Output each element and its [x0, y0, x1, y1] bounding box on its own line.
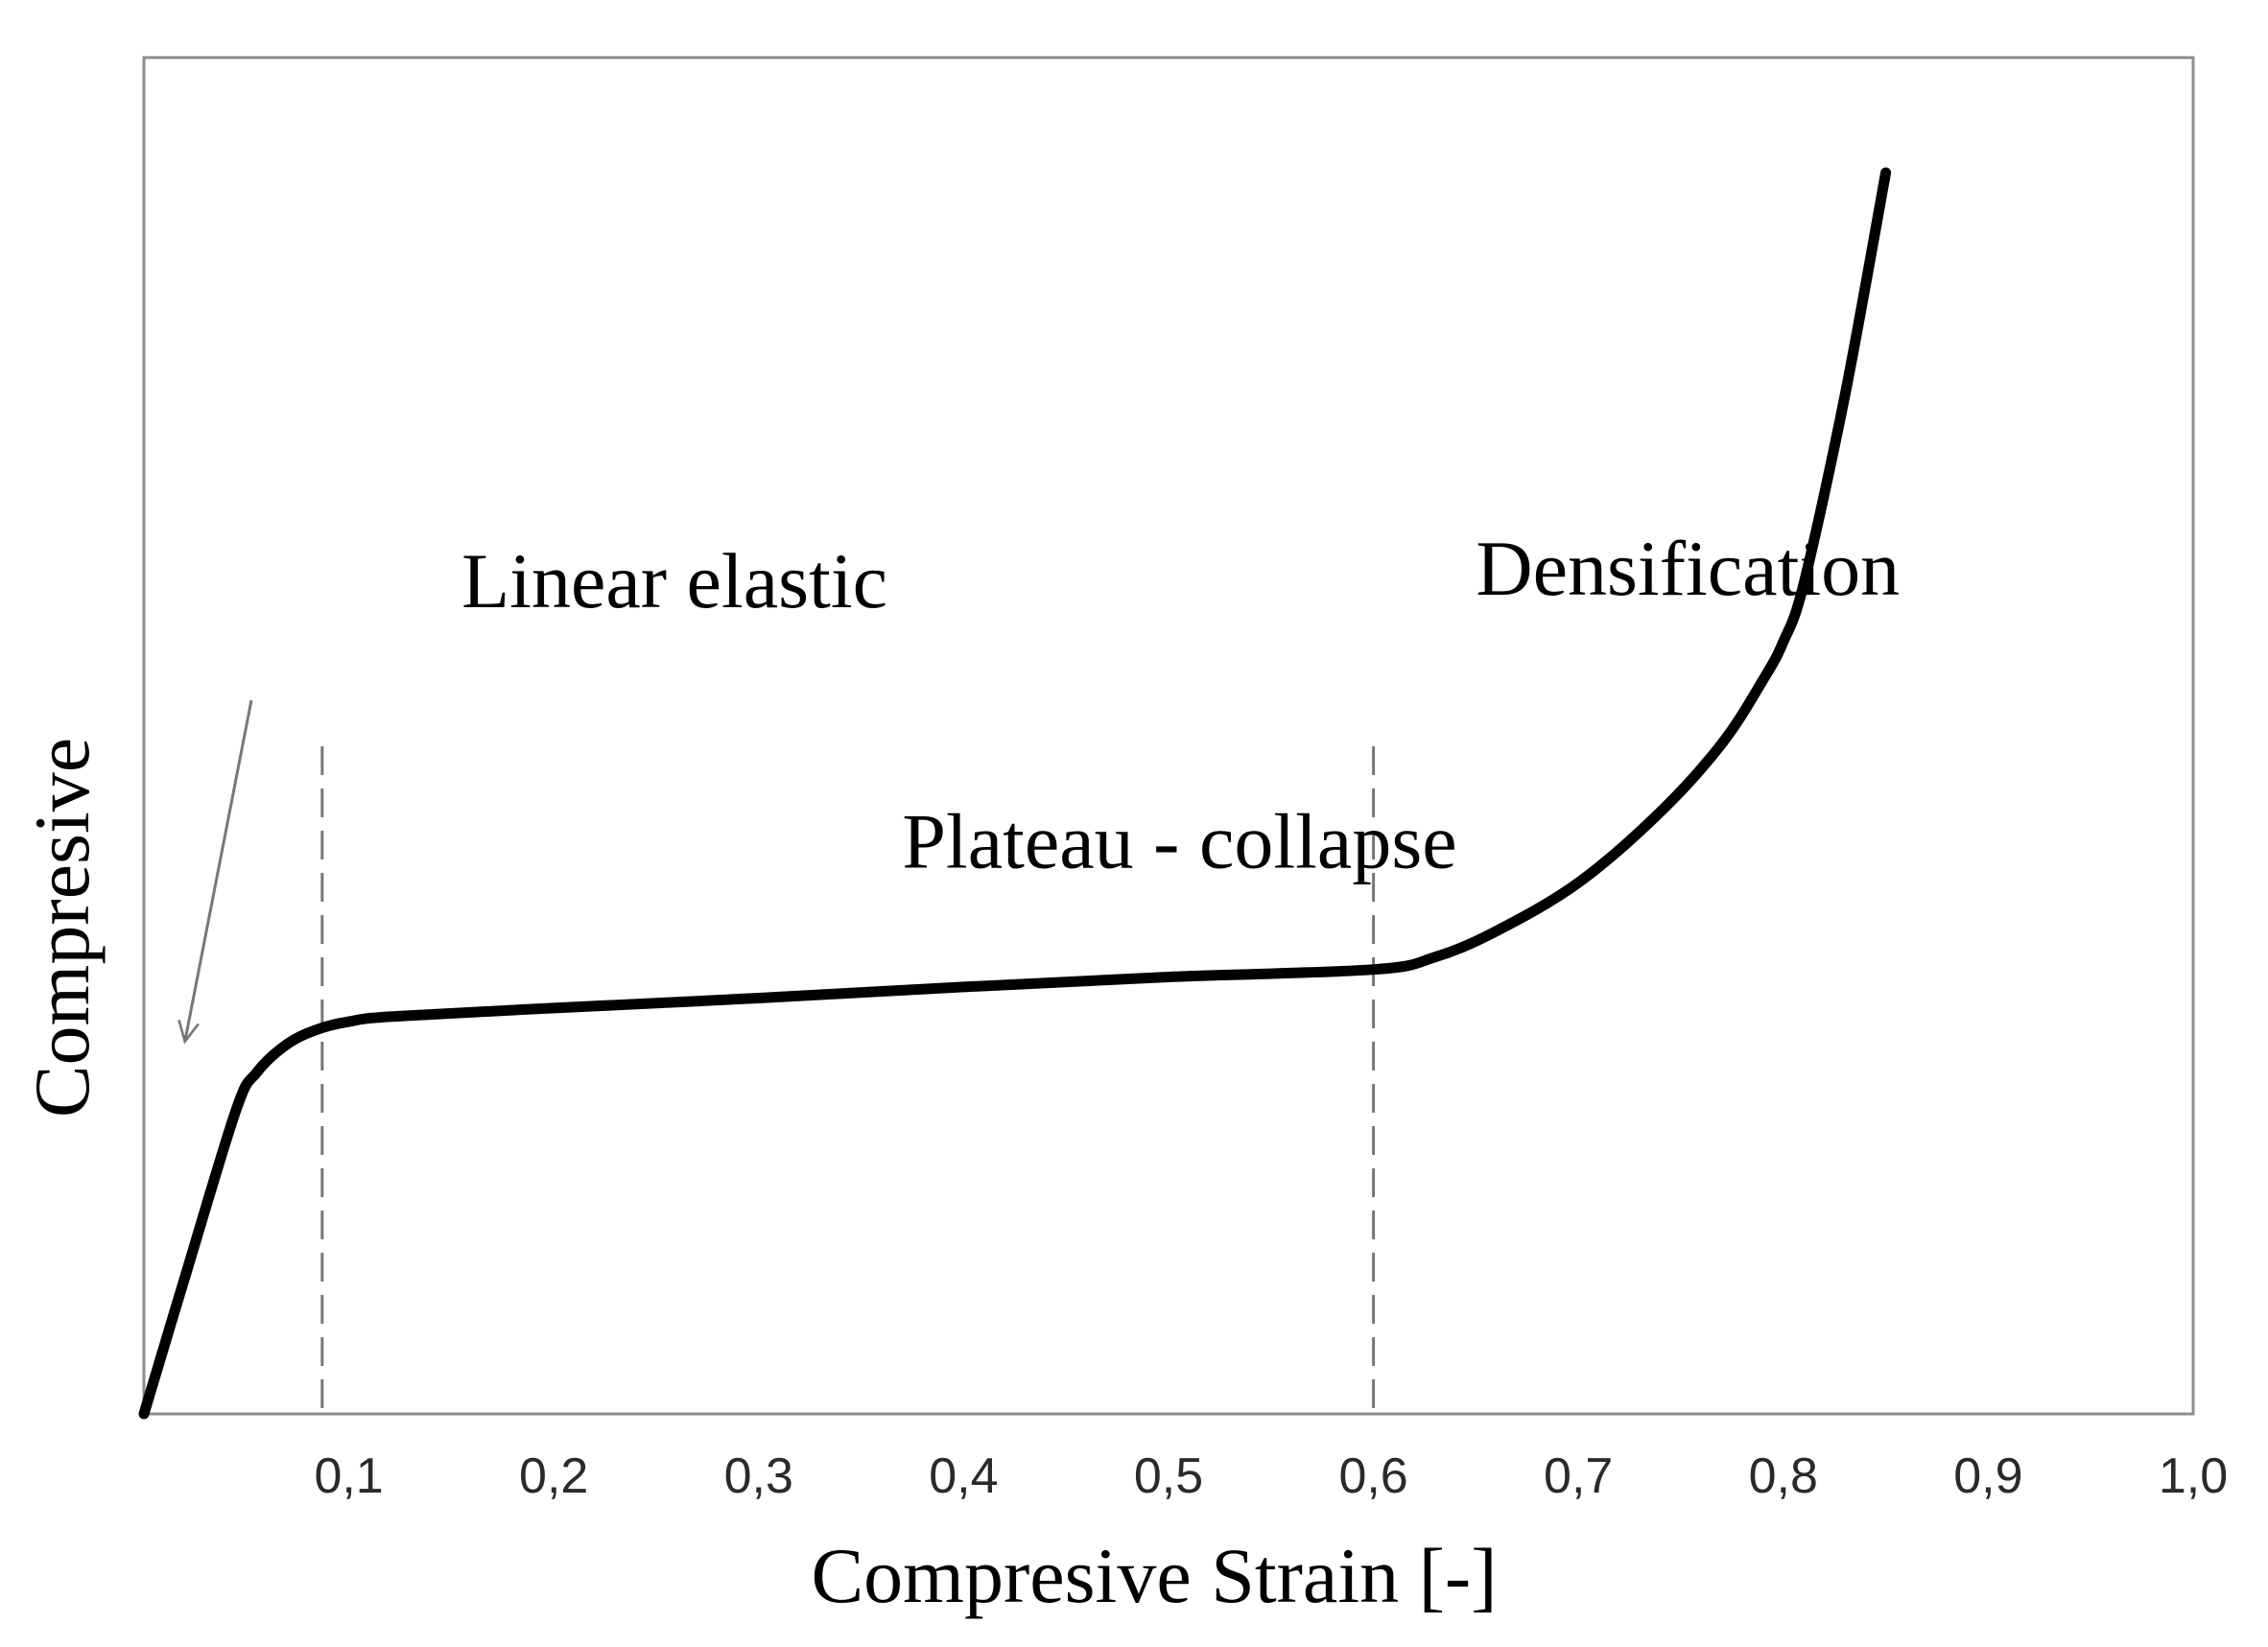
- x-tick-label: 1,0: [2159, 1448, 2228, 1504]
- x-tick-label: 0,9: [1953, 1448, 2022, 1504]
- annotation-label: Linear elastic: [461, 537, 887, 624]
- stress-strain-curve: [138, 167, 1892, 1420]
- annotations: Linear elastic Plateau - collapse Densific…: [185, 525, 1900, 1042]
- x-tick-label: 0,7: [1544, 1448, 1613, 1504]
- reference-lines: [320, 746, 1376, 1414]
- x-tick-label: 0,1: [314, 1448, 383, 1504]
- x-tick-labels: 0,1 0,2 0,3 0,4 0,5 0,6 0,7 0,8 0,9 1,0: [314, 1448, 2228, 1504]
- plot-frame: [142, 56, 2195, 1416]
- series-lines: [138, 167, 1892, 1420]
- x-tick-label: 0,3: [724, 1448, 793, 1504]
- x-tick-label: 0,6: [1338, 1448, 1407, 1504]
- x-tick-label: 0,2: [519, 1448, 588, 1504]
- x-axis-label: Compresive Strain [-]: [811, 1532, 1497, 1619]
- annotation-arrow: [185, 699, 253, 1042]
- annotation-label: Densification: [1476, 525, 1900, 612]
- x-tick-label: 0,4: [929, 1448, 998, 1504]
- x-tick-label: 0,5: [1134, 1448, 1203, 1504]
- annotation-label: Plateau - collapse: [902, 798, 1456, 885]
- y-axis-label: Compresive: [18, 738, 106, 1118]
- x-tick-label: 0,8: [1749, 1448, 1818, 1504]
